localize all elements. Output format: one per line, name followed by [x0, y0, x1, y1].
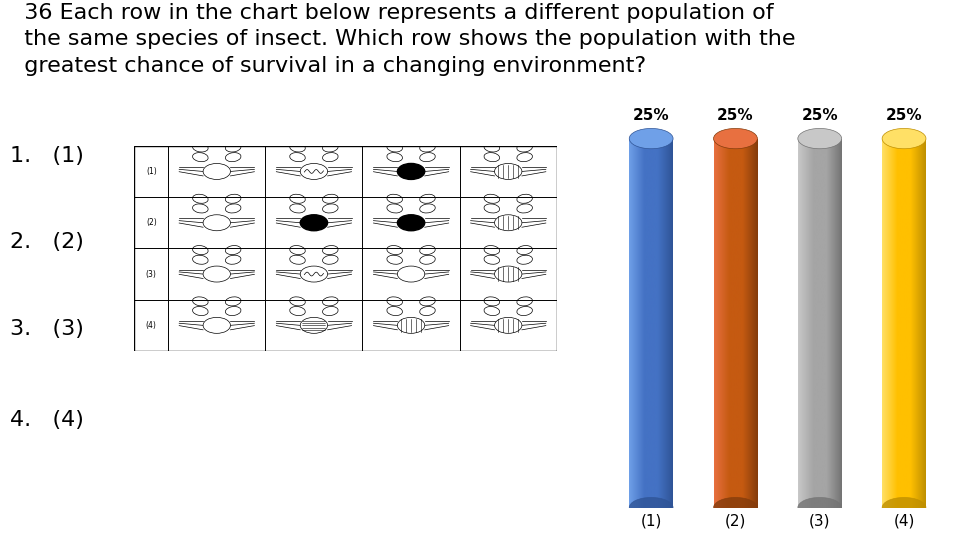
Ellipse shape — [204, 318, 230, 333]
Ellipse shape — [397, 215, 424, 231]
Ellipse shape — [494, 164, 522, 179]
Text: 4.   (4): 4. (4) — [10, 410, 84, 430]
Ellipse shape — [300, 164, 327, 179]
Ellipse shape — [629, 497, 673, 518]
Ellipse shape — [882, 129, 926, 148]
Ellipse shape — [798, 497, 842, 518]
Text: (4): (4) — [146, 321, 156, 330]
Ellipse shape — [397, 318, 424, 333]
Text: (3): (3) — [146, 269, 156, 279]
Ellipse shape — [713, 497, 757, 518]
Ellipse shape — [397, 266, 424, 282]
Text: (1): (1) — [146, 167, 156, 176]
Ellipse shape — [204, 215, 230, 231]
Text: (2): (2) — [146, 218, 156, 227]
Ellipse shape — [494, 215, 522, 231]
Ellipse shape — [397, 164, 424, 179]
Ellipse shape — [798, 129, 842, 148]
Ellipse shape — [713, 129, 757, 148]
Ellipse shape — [494, 318, 522, 333]
Text: 25%: 25% — [886, 107, 923, 123]
Ellipse shape — [204, 266, 230, 282]
Ellipse shape — [629, 129, 673, 148]
Ellipse shape — [204, 164, 230, 179]
Text: 1.   (1): 1. (1) — [10, 146, 84, 166]
Text: 36 Each row in the chart below represents a different population of
  the same s: 36 Each row in the chart below represent… — [10, 3, 795, 76]
Ellipse shape — [494, 266, 522, 282]
Ellipse shape — [300, 266, 327, 282]
Text: 3.   (3): 3. (3) — [10, 319, 84, 339]
Text: 25%: 25% — [633, 107, 669, 123]
Ellipse shape — [300, 215, 327, 231]
Text: 2.   (2): 2. (2) — [10, 232, 84, 252]
Ellipse shape — [882, 497, 926, 518]
Ellipse shape — [300, 318, 327, 333]
Text: 25%: 25% — [802, 107, 838, 123]
Text: 25%: 25% — [717, 107, 754, 123]
